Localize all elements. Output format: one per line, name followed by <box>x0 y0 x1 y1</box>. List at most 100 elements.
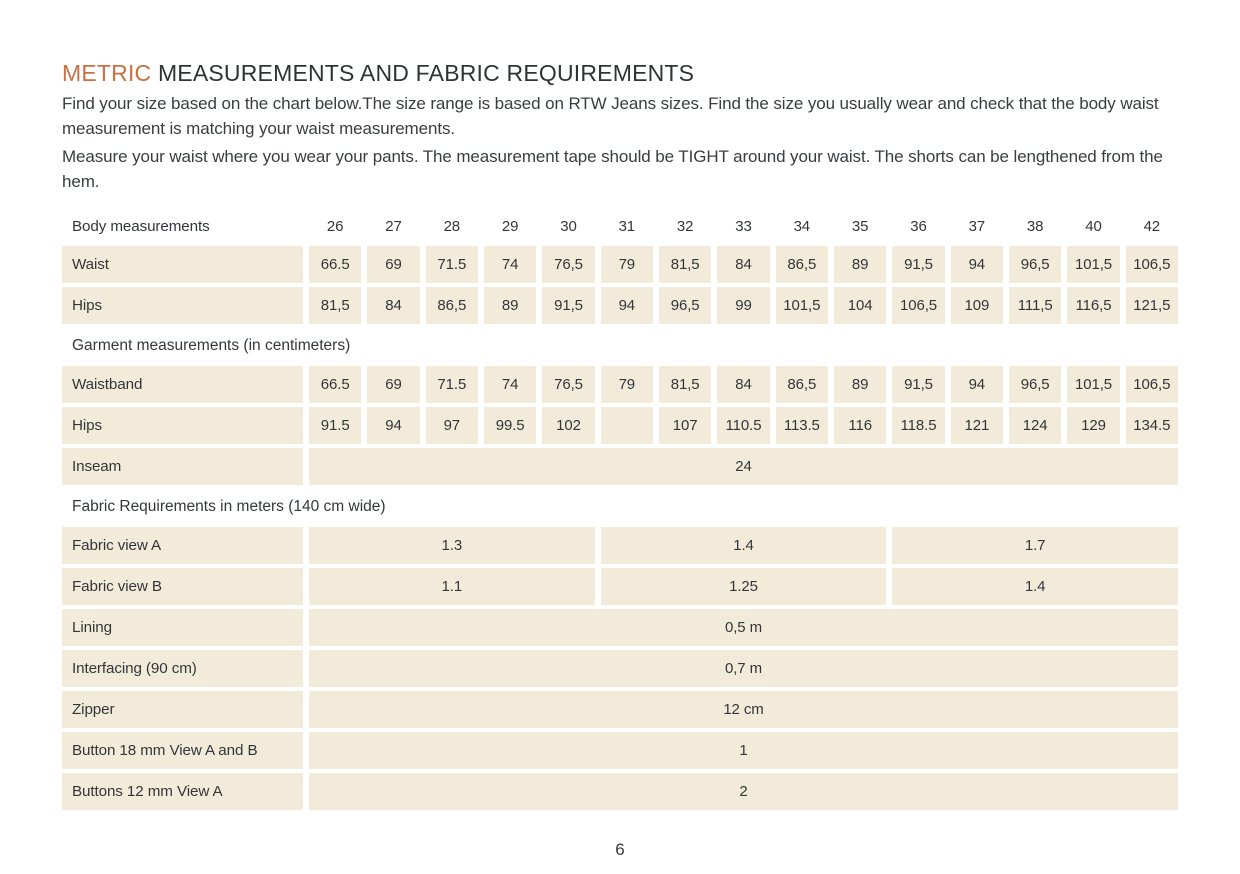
measurement-value-cell: 96,5 <box>1008 366 1062 403</box>
measurement-value-cell: 99.5 <box>483 407 537 444</box>
measurement-value-cell: 94 <box>367 407 420 444</box>
intro-paragraph-1: Find your size based on the chart below.… <box>62 94 1159 138</box>
measurement-value-cell: 116 <box>833 407 887 444</box>
notion-row-label: Buttons 12 mm View A <box>62 773 303 810</box>
size-header-cell: 36 <box>910 217 927 235</box>
measurement-value-cell: 96,5 <box>658 287 712 324</box>
measurement-value-cell: 91.5 <box>309 407 362 444</box>
inseam-value-cell: 24 <box>309 448 1178 485</box>
measurement-value-cell: 74 <box>483 246 537 283</box>
fabric-section-header: Fabric Requirements in meters (140 cm wi… <box>72 498 386 515</box>
measurement-row-label: Hips <box>62 407 303 444</box>
measurement-value-cell: 106,5 <box>1125 246 1178 283</box>
measurement-row-label: Hips <box>62 287 303 324</box>
notion-row-label: Interfacing (90 cm) <box>62 650 303 687</box>
size-header-cell: 27 <box>385 217 402 235</box>
measurement-value-cell: 113.5 <box>775 407 828 444</box>
notion-value-cell: 0,5 m <box>309 609 1178 646</box>
measurement-value-cell: 109 <box>950 287 1003 324</box>
size-header-cell: 35 <box>851 217 869 235</box>
measurement-value-cell: 96,5 <box>1008 246 1062 283</box>
notion-row-label: Button 18 mm View A and B <box>62 732 303 769</box>
measurement-value-cell: 81,5 <box>658 246 712 283</box>
measurement-value-cell: 89 <box>483 287 537 324</box>
size-header-cell: 28 <box>443 217 461 235</box>
measurement-value-cell: 101,5 <box>1067 366 1120 403</box>
measurement-value-cell: 74 <box>483 366 537 403</box>
size-header-cell: 32 <box>676 217 694 235</box>
measurement-value-cell: 97 <box>425 407 478 444</box>
measurement-value-cell: 106,5 <box>1125 366 1178 403</box>
intro-paragraph-2: Measure your waist where you wear your p… <box>62 147 1163 191</box>
measurement-value-cell: 94 <box>950 246 1003 283</box>
size-header-cell: 33 <box>735 217 752 235</box>
measurement-value-cell: 69 <box>367 246 420 283</box>
measurement-value-cell: 94 <box>950 366 1003 403</box>
size-header-cell: 40 <box>1085 217 1102 235</box>
notion-value-cell: 2 <box>309 773 1178 810</box>
fabric-value-cell: 1.1 <box>309 568 595 605</box>
measurement-value-cell: 71.5 <box>425 366 478 403</box>
measurement-value-cell: 111,5 <box>1008 287 1062 324</box>
measurement-value-cell: 76,5 <box>542 246 595 283</box>
measurement-value-cell: 101,5 <box>1067 246 1120 283</box>
fabric-value-cell: 1.4 <box>892 568 1178 605</box>
measurement-value-cell: 121,5 <box>1125 287 1178 324</box>
size-row-label: Body measurements <box>72 217 210 235</box>
measurement-value-cell: 84 <box>717 246 770 283</box>
measurement-row-label: Waist <box>62 246 303 283</box>
measurement-row-label: Waistband <box>62 366 303 403</box>
size-header-cell: 42 <box>1143 217 1161 235</box>
notion-value-cell: 1 <box>309 732 1178 769</box>
fabric-requirements-table: Fabric view A 1.3 1.4 1.7 Fabric view B 1.1 1.… <box>62 527 1178 810</box>
measurement-value-cell: 86,5 <box>775 366 828 403</box>
page-number: 6 <box>615 840 625 859</box>
measurement-value-cell: 99 <box>717 287 770 324</box>
fabric-value-cell: 1.25 <box>600 568 887 605</box>
measurement-value-cell: 84 <box>717 366 770 403</box>
measurement-value-cell: 134.5 <box>1125 407 1178 444</box>
measurement-value-cell: 129 <box>1067 407 1120 444</box>
measurement-value-cell: 107 <box>658 407 712 444</box>
size-header-cell: 29 <box>501 217 519 235</box>
size-header-cell: 37 <box>968 217 986 235</box>
size-header-cell: 34 <box>793 217 811 235</box>
fabric-value-cell: 1.4 <box>600 527 887 564</box>
notion-row-label: Zipper <box>62 691 303 728</box>
measurement-value-cell: 124 <box>1008 407 1062 444</box>
measurement-value-cell: 106,5 <box>892 287 945 324</box>
size-header-cell: 30 <box>560 217 577 235</box>
measurement-value-cell: 102 <box>542 407 595 444</box>
measurement-value-cell: 118.5 <box>892 407 945 444</box>
measurement-value-cell: 71.5 <box>425 246 478 283</box>
notion-row-label: Lining <box>62 609 303 646</box>
measurement-value-cell: 104 <box>833 287 887 324</box>
measurement-value-cell: 79 <box>600 366 653 403</box>
measurement-value-cell: 86,5 <box>775 246 828 283</box>
page-title: METRIC MEASUREMENTS AND FABRIC REQUIREME… <box>62 58 1178 88</box>
measurement-value-cell: 81,5 <box>658 366 712 403</box>
page-title-accent: METRIC <box>62 60 152 86</box>
measurement-value-cell: 91,5 <box>892 366 945 403</box>
measurement-value-cell: 89 <box>833 366 887 403</box>
fabric-value-cell: 1.7 <box>892 527 1178 564</box>
fabric-row-label: Fabric view A <box>62 527 303 564</box>
measurement-value-cell: 81,5 <box>309 287 362 324</box>
measurement-value-cell: 94 <box>600 287 653 324</box>
size-header-cell: 38 <box>1026 217 1044 235</box>
page-title-rest: MEASUREMENTS AND FABRIC REQUIREMENTS <box>157 60 695 86</box>
measurement-value-cell: 76,5 <box>542 366 595 403</box>
measurement-value-cell: 89 <box>833 246 887 283</box>
garment-section-header: Garment measurements (in centimeters) <box>72 337 351 354</box>
body-measurements-table: Body measurements 26 27 28 29 30 31 32 33 34 35 36 3… <box>62 210 1178 324</box>
measurement-value-cell: 79 <box>600 246 653 283</box>
measurement-value-cell: 66.5 <box>309 366 362 403</box>
measurement-value-cell <box>600 407 653 444</box>
measurement-value-cell: 116,5 <box>1067 287 1120 324</box>
measurement-value-cell: 69 <box>367 366 420 403</box>
measurement-value-cell: 101,5 <box>775 287 828 324</box>
size-header-cell: 31 <box>618 217 636 235</box>
size-header-cell: 26 <box>326 217 344 235</box>
measurement-value-cell: 86,5 <box>425 287 478 324</box>
